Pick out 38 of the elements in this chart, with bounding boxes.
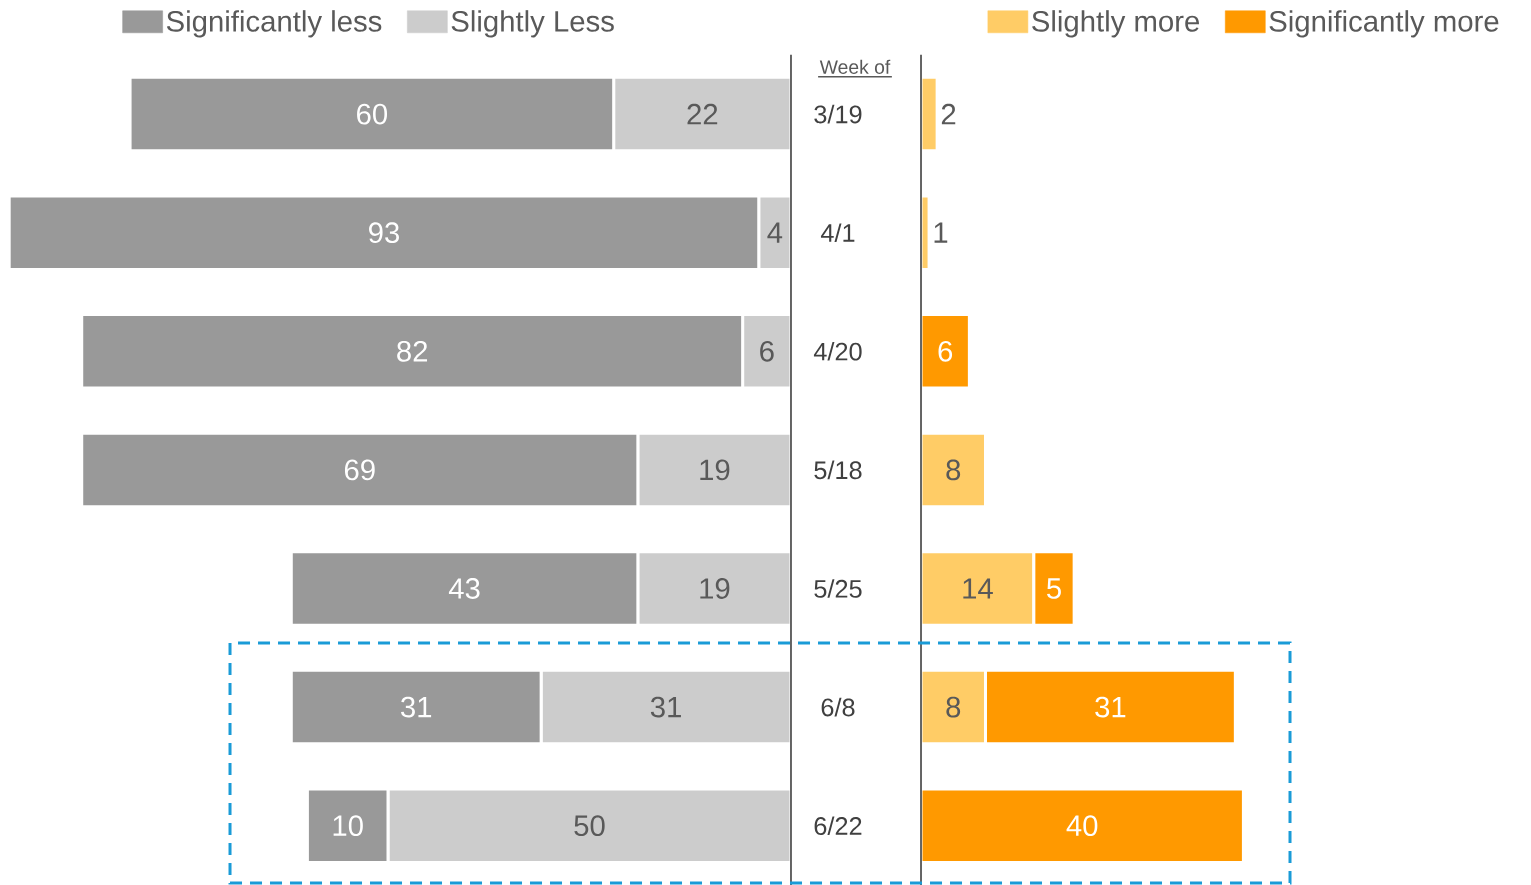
y-tick-label: 4/20 bbox=[813, 341, 862, 361]
y-tick-label: 3/19 bbox=[814, 104, 862, 124]
data-label: 5 bbox=[1047, 578, 1061, 599]
data-label: 69 bbox=[344, 459, 375, 481]
data-label: 19 bbox=[700, 459, 730, 481]
data-label: 1 bbox=[934, 222, 948, 243]
data-label: 6 bbox=[938, 340, 953, 362]
legend-label: Slightly more bbox=[1032, 10, 1199, 38]
y-tick-label: 6/8 bbox=[821, 697, 855, 717]
y-tick-label: 4/1 bbox=[820, 223, 855, 243]
data-label: 31 bbox=[401, 696, 432, 718]
data-label: 43 bbox=[448, 578, 480, 599]
legend-label: Slightly Less bbox=[451, 10, 614, 38]
data-label: 82 bbox=[397, 340, 428, 362]
data-label: 8 bbox=[946, 459, 961, 481]
y-tick-label: 6/22 bbox=[814, 816, 862, 835]
data-label: 19 bbox=[700, 578, 730, 599]
data-label: 4 bbox=[767, 222, 783, 243]
data-label: 60 bbox=[357, 103, 388, 125]
bar bbox=[919, 313, 971, 390]
data-label: 93 bbox=[369, 222, 399, 244]
bar bbox=[919, 431, 987, 509]
data-label: 10 bbox=[333, 815, 363, 837]
data-label: 8 bbox=[946, 696, 961, 718]
data-label: 6 bbox=[760, 340, 774, 362]
data-label: 2 bbox=[941, 103, 956, 125]
data-label: 22 bbox=[687, 103, 718, 125]
data-label: 31 bbox=[1095, 696, 1126, 718]
legend-label: Significantly less bbox=[166, 10, 382, 38]
data-label: 40 bbox=[1066, 815, 1098, 837]
legend-label: Significantly more bbox=[1269, 10, 1499, 38]
data-label: 50 bbox=[574, 815, 605, 837]
y-axis-title: Week of bbox=[819, 59, 891, 74]
bar bbox=[919, 787, 1245, 864]
y-tick-label: 5/18 bbox=[814, 460, 862, 480]
data-label: 14 bbox=[963, 578, 993, 599]
y-tick-label: 5/25 bbox=[814, 579, 862, 598]
data-label: 31 bbox=[650, 696, 681, 718]
